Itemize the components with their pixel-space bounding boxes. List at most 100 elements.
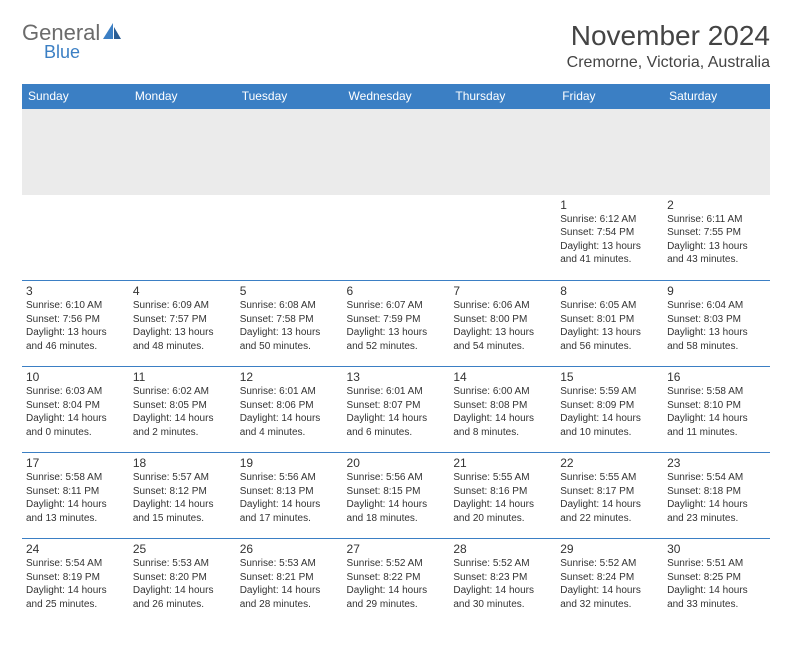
day-info: Sunrise: 6:06 AMSunset: 8:00 PMDaylight:… [453,299,552,353]
daylight-text: Daylight: 14 hours [26,412,125,426]
logo: General Blue [22,20,123,63]
sunset-text: Sunset: 7:59 PM [347,313,446,327]
calendar-cell: 9Sunrise: 6:04 AMSunset: 8:03 PMDaylight… [663,281,770,367]
sunset-text: Sunset: 7:57 PM [133,313,232,327]
calendar-cell: 10Sunrise: 6:03 AMSunset: 8:04 PMDayligh… [22,367,129,453]
daylight-text: Daylight: 14 hours [560,498,659,512]
calendar-cell: 4Sunrise: 6:09 AMSunset: 7:57 PMDaylight… [129,281,236,367]
day-info: Sunrise: 6:01 AMSunset: 8:06 PMDaylight:… [240,385,339,439]
day-number: 4 [133,284,232,298]
sunset-text: Sunset: 8:06 PM [240,399,339,413]
daylight-text: Daylight: 13 hours [667,240,766,254]
sunset-text: Sunset: 8:04 PM [26,399,125,413]
sunset-text: Sunset: 8:00 PM [453,313,552,327]
day-number: 1 [560,198,659,212]
daylight-text: Daylight: 13 hours [667,326,766,340]
daylight-text: and 15 minutes. [133,512,232,526]
sunrise-text: Sunrise: 5:51 AM [667,557,766,571]
daylight-text: and 2 minutes. [133,426,232,440]
daylight-text: Daylight: 14 hours [240,498,339,512]
calendar-row: 3Sunrise: 6:10 AMSunset: 7:56 PMDaylight… [22,281,770,367]
daylight-text: Daylight: 14 hours [26,498,125,512]
daylight-text: and 17 minutes. [240,512,339,526]
calendar-cell: 8Sunrise: 6:05 AMSunset: 8:01 PMDaylight… [556,281,663,367]
daylight-text: Daylight: 13 hours [240,326,339,340]
day-number: 6 [347,284,446,298]
daylight-text: Daylight: 14 hours [453,412,552,426]
sunrise-text: Sunrise: 6:02 AM [133,385,232,399]
day-info: Sunrise: 5:53 AMSunset: 8:20 PMDaylight:… [133,557,232,611]
sunrise-text: Sunrise: 6:12 AM [560,213,659,227]
sunset-text: Sunset: 8:18 PM [667,485,766,499]
sunrise-text: Sunrise: 6:01 AM [347,385,446,399]
daylight-text: Daylight: 14 hours [26,584,125,598]
daylight-text: Daylight: 14 hours [240,412,339,426]
daylight-text: and 18 minutes. [347,512,446,526]
day-info: Sunrise: 5:52 AMSunset: 8:24 PMDaylight:… [560,557,659,611]
sunset-text: Sunset: 8:24 PM [560,571,659,585]
daylight-text: Daylight: 14 hours [347,412,446,426]
day-header: Sunday [22,84,129,109]
calendar-cell: 2Sunrise: 6:11 AMSunset: 7:55 PMDaylight… [663,195,770,281]
daylight-text: and 26 minutes. [133,598,232,612]
sunset-text: Sunset: 7:54 PM [560,226,659,240]
sunset-text: Sunset: 8:15 PM [347,485,446,499]
calendar-cell: 5Sunrise: 6:08 AMSunset: 7:58 PMDaylight… [236,281,343,367]
calendar-cell: 21Sunrise: 5:55 AMSunset: 8:16 PMDayligh… [449,453,556,539]
day-info: Sunrise: 5:55 AMSunset: 8:16 PMDaylight:… [453,471,552,525]
day-info: Sunrise: 6:05 AMSunset: 8:01 PMDaylight:… [560,299,659,353]
day-number: 7 [453,284,552,298]
day-info: Sunrise: 5:59 AMSunset: 8:09 PMDaylight:… [560,385,659,439]
day-info: Sunrise: 5:58 AMSunset: 8:11 PMDaylight:… [26,471,125,525]
calendar-cell: 7Sunrise: 6:06 AMSunset: 8:00 PMDaylight… [449,281,556,367]
daylight-text: and 23 minutes. [667,512,766,526]
daylight-text: Daylight: 13 hours [560,326,659,340]
daylight-text: and 28 minutes. [240,598,339,612]
sunrise-text: Sunrise: 5:58 AM [667,385,766,399]
sunset-text: Sunset: 8:16 PM [453,485,552,499]
day-header: Wednesday [343,84,450,109]
location: Cremorne, Victoria, Australia [567,54,770,72]
sunrise-text: Sunrise: 6:08 AM [240,299,339,313]
sunset-text: Sunset: 8:19 PM [26,571,125,585]
day-info: Sunrise: 6:01 AMSunset: 8:07 PMDaylight:… [347,385,446,439]
calendar-cell: 14Sunrise: 6:00 AMSunset: 8:08 PMDayligh… [449,367,556,453]
sunrise-text: Sunrise: 6:01 AM [240,385,339,399]
sunset-text: Sunset: 8:09 PM [560,399,659,413]
day-number: 23 [667,456,766,470]
daylight-text: and 48 minutes. [133,340,232,354]
day-info: Sunrise: 5:55 AMSunset: 8:17 PMDaylight:… [560,471,659,525]
day-number: 20 [347,456,446,470]
day-info: Sunrise: 5:52 AMSunset: 8:23 PMDaylight:… [453,557,552,611]
daylight-text: and 4 minutes. [240,426,339,440]
day-info: Sunrise: 6:12 AMSunset: 7:54 PMDaylight:… [560,213,659,267]
calendar-cell: 15Sunrise: 5:59 AMSunset: 8:09 PMDayligh… [556,367,663,453]
day-info: Sunrise: 6:04 AMSunset: 8:03 PMDaylight:… [667,299,766,353]
sunset-text: Sunset: 8:08 PM [453,399,552,413]
calendar-cell: 13Sunrise: 6:01 AMSunset: 8:07 PMDayligh… [343,367,450,453]
day-info: Sunrise: 5:56 AMSunset: 8:13 PMDaylight:… [240,471,339,525]
sunrise-text: Sunrise: 5:58 AM [26,471,125,485]
day-number: 28 [453,542,552,556]
sunset-text: Sunset: 8:13 PM [240,485,339,499]
daylight-text: Daylight: 14 hours [560,412,659,426]
sunset-text: Sunset: 8:03 PM [667,313,766,327]
daylight-text: Daylight: 13 hours [453,326,552,340]
day-header: Saturday [663,84,770,109]
calendar-cell: 20Sunrise: 5:56 AMSunset: 8:15 PMDayligh… [343,453,450,539]
day-number: 26 [240,542,339,556]
daylight-text: Daylight: 14 hours [133,584,232,598]
day-number: 14 [453,370,552,384]
daylight-text: Daylight: 14 hours [560,584,659,598]
calendar-cell: 3Sunrise: 6:10 AMSunset: 7:56 PMDaylight… [22,281,129,367]
sunrise-text: Sunrise: 5:54 AM [26,557,125,571]
calendar-cell: 22Sunrise: 5:55 AMSunset: 8:17 PMDayligh… [556,453,663,539]
calendar-row: 10Sunrise: 6:03 AMSunset: 8:04 PMDayligh… [22,367,770,453]
sunrise-text: Sunrise: 6:06 AM [453,299,552,313]
day-number: 30 [667,542,766,556]
calendar-row: 17Sunrise: 5:58 AMSunset: 8:11 PMDayligh… [22,453,770,539]
day-number: 16 [667,370,766,384]
calendar-cell: 18Sunrise: 5:57 AMSunset: 8:12 PMDayligh… [129,453,236,539]
daylight-text: and 54 minutes. [453,340,552,354]
sunrise-text: Sunrise: 5:56 AM [347,471,446,485]
